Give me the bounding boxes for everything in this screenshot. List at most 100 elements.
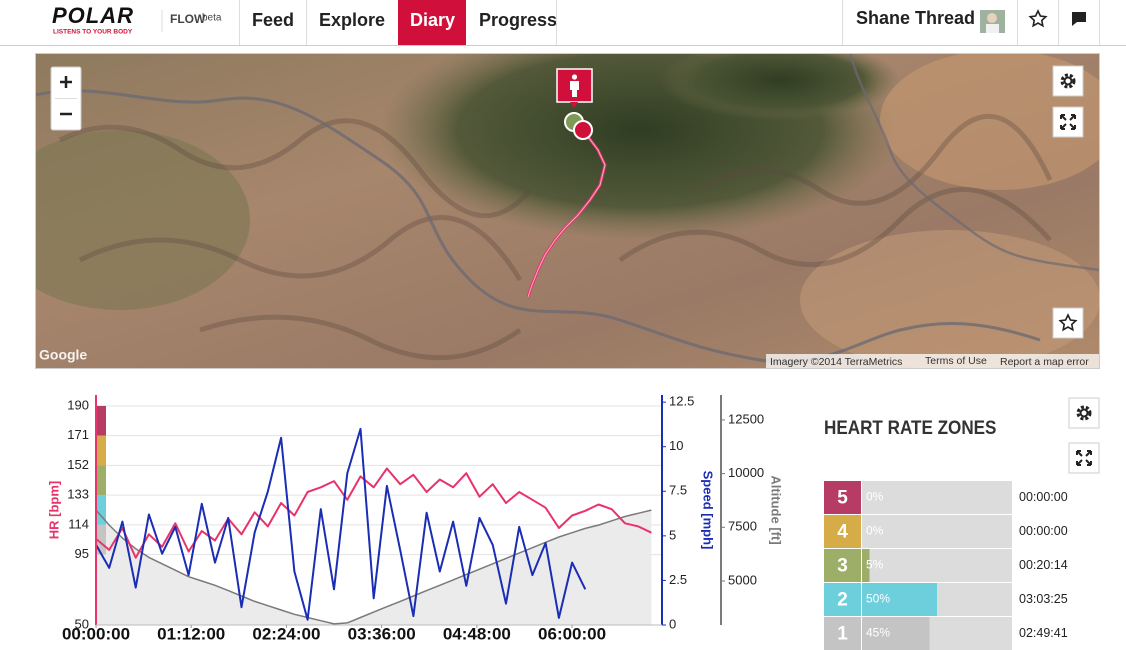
y2-tick-label: 12.5 — [669, 394, 694, 409]
product-tag: beta — [202, 13, 222, 24]
avatar-face — [987, 13, 997, 23]
x-tick-label: 04:48:00 — [443, 624, 511, 643]
zone-percent: 5% — [866, 558, 884, 572]
zone-bar — [862, 549, 870, 582]
y3-tick-label: 12500 — [728, 411, 764, 426]
map-fullscreen[interactable] — [1052, 106, 1084, 138]
gear-icon — [1063, 76, 1073, 86]
map[interactable]: Google Imagery ©2014 TerraMetrics Terms … — [0, 20, 1120, 370]
zone-badge — [824, 515, 861, 548]
marker-person-body — [570, 81, 579, 97]
button-bg — [1052, 307, 1084, 339]
map-attribution: Imagery ©2014 TerraMetrics — [770, 356, 902, 368]
nav-item[interactable]: Feed — [252, 10, 294, 30]
header-bg — [0, 0, 1126, 45]
button-bg — [1068, 442, 1100, 474]
zone-time: 00:00:00 — [1019, 490, 1068, 504]
hr-zone-band — [96, 435, 106, 466]
messages-icon[interactable] — [1072, 12, 1086, 26]
zones-title: HEART RATE ZONES — [824, 417, 996, 438]
user-name[interactable]: Shane Thread — [856, 8, 975, 28]
map-link[interactable]: Terms of Use — [925, 355, 987, 367]
zone-bar-bg — [862, 481, 1012, 514]
nav-item[interactable]: Progress — [479, 10, 557, 30]
hr-zone-band — [96, 405, 106, 436]
avatar[interactable] — [980, 10, 1005, 33]
zone-time: 00:20:14 — [1019, 558, 1068, 572]
zone-time: 03:03:25 — [1019, 592, 1068, 606]
y2-tick-label: 2.5 — [669, 572, 687, 587]
line-y — [95, 467, 652, 559]
gear-icon — [1079, 408, 1089, 418]
zone-row: 4 0% 00:00:00 — [824, 515, 1068, 548]
heart-rate-zones: HEART RATE ZONES 5 0% 00:00:004 0% 00:00:003… — [824, 397, 1100, 650]
y-tick-label: 95 — [75, 546, 89, 561]
star-icon — [1058, 313, 1078, 332]
zone-badge — [824, 583, 861, 616]
zone-row: 2 50% 03:03:25 — [824, 583, 1068, 616]
zone-bar-bg — [862, 515, 1012, 548]
map-border — [35, 53, 1100, 369]
zones-settings[interactable] — [1068, 397, 1100, 429]
zone-number: 4 — [837, 522, 848, 543]
zone-number: 3 — [837, 556, 848, 577]
map-river — [848, 53, 1099, 272]
map-plateau — [880, 53, 1099, 190]
route-end[interactable] — [573, 120, 593, 140]
x-tick-label: 02:24:00 — [252, 624, 320, 643]
y3-tick-label: 10000 — [728, 465, 764, 480]
marker-person-head — [571, 74, 578, 80]
y-tick-label: 50 — [75, 616, 89, 631]
map-river — [35, 89, 1041, 364]
fullscreen-icon — [1076, 450, 1092, 466]
zoom-control — [50, 66, 82, 131]
nav-item[interactable]: Explore — [319, 10, 385, 30]
zones-fullscreen[interactable] — [1068, 442, 1100, 474]
hr-zone-band — [96, 495, 106, 525]
y-tick-label: 114 — [68, 516, 89, 531]
nav-item-active[interactable]: Diary — [410, 10, 455, 30]
x-tick-label: 01:12:00 — [157, 624, 225, 643]
zone-time: 02:49:41 — [1019, 626, 1068, 640]
logo[interactable]: POLAR — [52, 3, 134, 28]
nav-active-bg — [398, 0, 466, 45]
zone-percent: 0% — [866, 524, 884, 538]
zoom-in[interactable] — [60, 76, 72, 88]
hr-zone-band — [96, 524, 106, 555]
marker-pointer — [570, 102, 578, 108]
axis-title: Speed [mph] — [701, 471, 716, 550]
x-tick-label: 06:00:00 — [538, 624, 606, 643]
zone-badge — [824, 617, 861, 650]
map-settings[interactable] — [1052, 65, 1084, 97]
zone-bar-bg — [862, 549, 1012, 582]
zone-badge — [824, 549, 861, 582]
altitude-area — [96, 510, 652, 625]
favorites-icon[interactable] — [1028, 9, 1048, 28]
map-link[interactable]: Report a map error — [1000, 356, 1089, 368]
y-tick-label: 133 — [67, 487, 89, 502]
map-vegetation — [35, 130, 250, 310]
zone-number: 2 — [837, 590, 848, 611]
x-tick-label: 03:36:00 — [348, 624, 416, 643]
zone-bar — [862, 617, 930, 650]
avatar-shirt — [986, 24, 999, 33]
button-bg — [1068, 397, 1100, 429]
y3-tick-label: 7500 — [728, 519, 757, 534]
map-brand[interactable]: Google — [39, 347, 87, 363]
line-y3 — [95, 509, 652, 625]
header: POLAR LISTENS TO YOUR BODY FLOW beta Fee… — [0, 0, 1126, 46]
y-tick-label: 171 — [67, 427, 89, 442]
zone-number: 5 — [837, 488, 848, 509]
position-marker[interactable] — [556, 68, 593, 108]
map-favorite[interactable] — [1052, 307, 1084, 339]
zone-percent: 45% — [866, 626, 890, 640]
y3-tick-label: 5000 — [728, 572, 757, 587]
y2-tick-label: 5 — [669, 527, 676, 542]
route-highlight — [527, 129, 606, 298]
zone-percent: 50% — [866, 592, 890, 606]
gear-icon — [1060, 73, 1076, 89]
map-forest — [660, 53, 900, 120]
gear-icon — [1076, 405, 1092, 421]
button-bg — [1052, 65, 1084, 97]
